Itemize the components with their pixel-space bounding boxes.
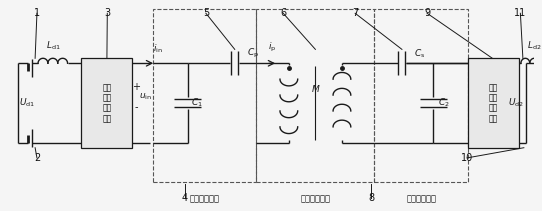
Text: 3: 3 (104, 8, 111, 18)
Text: +: + (132, 82, 140, 92)
Text: 副边补偿机构: 副边补偿机构 (406, 194, 436, 203)
Text: 原边
高频
开关
网络: 原边 高频 开关 网络 (102, 83, 112, 123)
Text: 4: 4 (182, 193, 188, 203)
Text: $i_{\rm in}$: $i_{\rm in}$ (153, 43, 163, 55)
Text: 原边补偿机构: 原边补偿机构 (190, 194, 220, 203)
Text: $u_{\rm in}$: $u_{\rm in}$ (139, 92, 152, 102)
Text: 11: 11 (514, 8, 526, 18)
Text: 10: 10 (461, 153, 473, 163)
Text: $C_1$: $C_1$ (191, 97, 203, 109)
Text: 5: 5 (203, 8, 209, 18)
Text: $U_{\rm d2}$: $U_{\rm d2}$ (508, 97, 524, 109)
Text: $i_{\rm p}$: $i_{\rm p}$ (268, 41, 276, 54)
FancyBboxPatch shape (81, 58, 132, 148)
Text: 松耦合变压器: 松耦合变压器 (300, 194, 331, 203)
Text: 1: 1 (34, 8, 40, 18)
Text: $C_2$: $C_2$ (438, 97, 450, 109)
Text: 8: 8 (368, 193, 374, 203)
Text: $L_{\rm d2}$: $L_{\rm d2}$ (527, 40, 541, 52)
Text: 副边
高频
开关
网络: 副边 高频 开关 网络 (489, 83, 498, 123)
Text: $C_{\rm s}$: $C_{\rm s}$ (414, 47, 425, 60)
Text: $C_{\rm p}$: $C_{\rm p}$ (247, 47, 259, 60)
Text: 6: 6 (280, 8, 286, 18)
Text: 7: 7 (352, 8, 358, 18)
FancyBboxPatch shape (468, 58, 519, 148)
Text: 2: 2 (34, 153, 40, 163)
Text: -: - (134, 102, 138, 112)
Text: $M$: $M$ (311, 83, 320, 94)
Text: $L_{\rm d1}$: $L_{\rm d1}$ (46, 40, 60, 52)
Text: 9: 9 (424, 8, 430, 18)
Text: $U_{\rm d1}$: $U_{\rm d1}$ (20, 97, 35, 109)
